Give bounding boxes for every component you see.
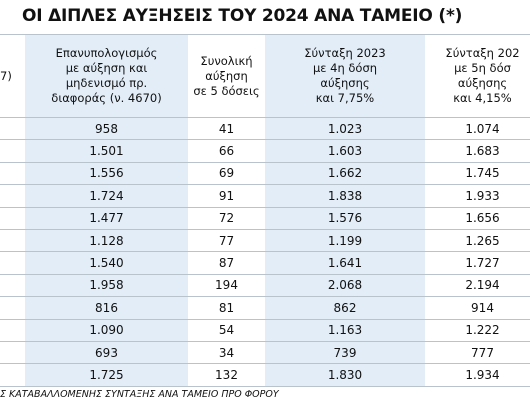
header-line: με αύξηση και — [65, 61, 148, 75]
table-cell: 693 — [25, 341, 188, 365]
header-line: Επανυπολογισμός — [55, 46, 158, 60]
header-line: Συνολική — [200, 53, 253, 68]
row-label-cell — [0, 207, 25, 230]
table-cell: 1.641 — [265, 251, 425, 275]
table-row: 958 41 1.023 1.074 — [0, 117, 530, 141]
table-cell: 1.830 — [265, 363, 425, 387]
table-cell: 914 — [425, 296, 530, 320]
table-cell: 41 — [188, 117, 265, 141]
table-row: 1.958 194 2.068 2.194 — [0, 274, 530, 298]
table-cell: 72 — [188, 207, 265, 230]
column-header: Σύνταξη 202 με 5η δόσ αύξησης και 4,15% — [425, 34, 530, 118]
table-cell: 34 — [188, 341, 265, 365]
table-cell: 1.745 — [425, 162, 530, 186]
header-line: και 4,15% — [453, 91, 512, 105]
row-label-cell — [0, 363, 25, 387]
header-line: και 7,75% — [315, 91, 375, 105]
table-cell: 91 — [188, 184, 265, 208]
table-row: 1.724 91 1.838 1.933 — [0, 184, 530, 208]
table-row: 816 81 862 914 — [0, 296, 530, 320]
table-cell: 1.090 — [25, 319, 188, 342]
table-cell: 1.265 — [425, 229, 530, 253]
table-cell: 1.934 — [425, 363, 530, 387]
header-line: με 4η δόση — [312, 61, 378, 75]
table-cell: 1.128 — [25, 229, 188, 253]
header-line: με 5η δόσ — [454, 61, 511, 75]
header-line: αύξηση — [205, 68, 248, 83]
column-header: Συνολική αύξηση σε 5 δόσεις — [188, 34, 265, 118]
table-cell: 1.603 — [265, 139, 425, 163]
table-cell: 2.068 — [265, 274, 425, 298]
table-row: 1.477 72 1.576 1.656 — [0, 207, 530, 230]
row-label-cell — [0, 274, 25, 298]
table-cell: 1.477 — [25, 207, 188, 230]
table-cell: 1.662 — [265, 162, 425, 186]
header-line: διαφοράς (ν. 4670) — [51, 91, 162, 105]
row-label-cell — [0, 296, 25, 320]
table-cell: 66 — [188, 139, 265, 163]
table-cell: 1.725 — [25, 363, 188, 387]
header-row: 7) Επανυπολογισμός με αύξηση και μηδενισμό … — [0, 34, 530, 118]
table-cell: 69 — [188, 162, 265, 186]
table-cell: 1.724 — [25, 184, 188, 208]
table-cell: 1.540 — [25, 251, 188, 275]
table-body: 958 41 1.023 1.074 1.501 66 1.603 1.683 1.556 69 1… — [0, 117, 530, 387]
table-row: 1.501 66 1.603 1.683 — [0, 139, 530, 163]
header-line: αύξησης — [457, 76, 508, 90]
table-row: 693 34 739 777 — [0, 341, 530, 365]
row-label-cell — [0, 251, 25, 275]
row-label-cell — [0, 139, 25, 163]
header-line: Σύνταξη 2023 — [304, 46, 386, 60]
footnote: Σ ΚΑΤΑΒΑΛΛΟΜΕΝΗΣ ΣΥΝΤΑΞΗΣ ΑΝΑ ΤΑΜΕΙΟ ΠΡΟ… — [0, 389, 279, 400]
row-label-cell — [0, 319, 25, 342]
table-cell: 2.194 — [425, 274, 530, 298]
data-table: 7) Επανυπολογισμός με αύξηση και μηδενισμό … — [0, 34, 530, 387]
table-cell: 1.222 — [425, 319, 530, 342]
table-cell: 1.838 — [265, 184, 425, 208]
table-cell: 739 — [265, 341, 425, 365]
table-cell: 1.501 — [25, 139, 188, 163]
table-cell: 1.023 — [265, 117, 425, 141]
table-cell: 194 — [188, 274, 265, 298]
table-cell: 1.933 — [425, 184, 530, 208]
table-row: 1.128 77 1.199 1.265 — [0, 229, 530, 253]
table-cell: 1.199 — [265, 229, 425, 253]
table-cell: 132 — [188, 363, 265, 387]
column-header: Σύνταξη 2023 με 4η δόση αύξησης και 7,75% — [265, 34, 425, 118]
table-cell: 1.958 — [25, 274, 188, 298]
header-line: αύξησης — [320, 76, 370, 90]
table-cell: 1.683 — [425, 139, 530, 163]
header-line: Σύνταξη 202 — [445, 46, 520, 60]
column-header: Επανυπολογισμός με αύξηση και μηδενισμό πρ… — [25, 34, 188, 118]
table-cell: 54 — [188, 319, 265, 342]
table-title: ΟΙ ΔΙΠΛΕΣ ΑΥΞΗΣΕΙΣ ΤΟΥ 2024 ΑΝΑ ΤΑΜΕΙΟ (… — [22, 6, 463, 26]
table-cell: 1.163 — [265, 319, 425, 342]
column-header: 7) — [0, 34, 25, 118]
table-cell: 1.074 — [425, 117, 530, 141]
row-label-cell — [0, 117, 25, 141]
header-line: σε 5 δόσεις — [193, 83, 260, 98]
table-cell: 958 — [25, 117, 188, 141]
table-cell: 77 — [188, 229, 265, 253]
header-line: μηδενισμό πρ. — [65, 76, 148, 90]
table-cell: 1.556 — [25, 162, 188, 186]
table-row: 1.090 54 1.163 1.222 — [0, 319, 530, 342]
table-cell: 81 — [188, 296, 265, 320]
table-cell: 1.656 — [425, 207, 530, 230]
table-cell: 816 — [25, 296, 188, 320]
row-label-cell — [0, 184, 25, 208]
table-cell: 1.727 — [425, 251, 530, 275]
row-label-cell — [0, 162, 25, 186]
table-cell: 87 — [188, 251, 265, 275]
table-row: 1.556 69 1.662 1.745 — [0, 162, 530, 186]
header-line: 7) — [0, 68, 12, 83]
row-label-cell — [0, 229, 25, 253]
table-cell: 862 — [265, 296, 425, 320]
table-row: 1.725 132 1.830 1.934 — [0, 363, 530, 387]
table-cell: 1.576 — [265, 207, 425, 230]
row-label-cell — [0, 341, 25, 365]
table-row: 1.540 87 1.641 1.727 — [0, 251, 530, 275]
table-cell: 777 — [425, 341, 530, 365]
